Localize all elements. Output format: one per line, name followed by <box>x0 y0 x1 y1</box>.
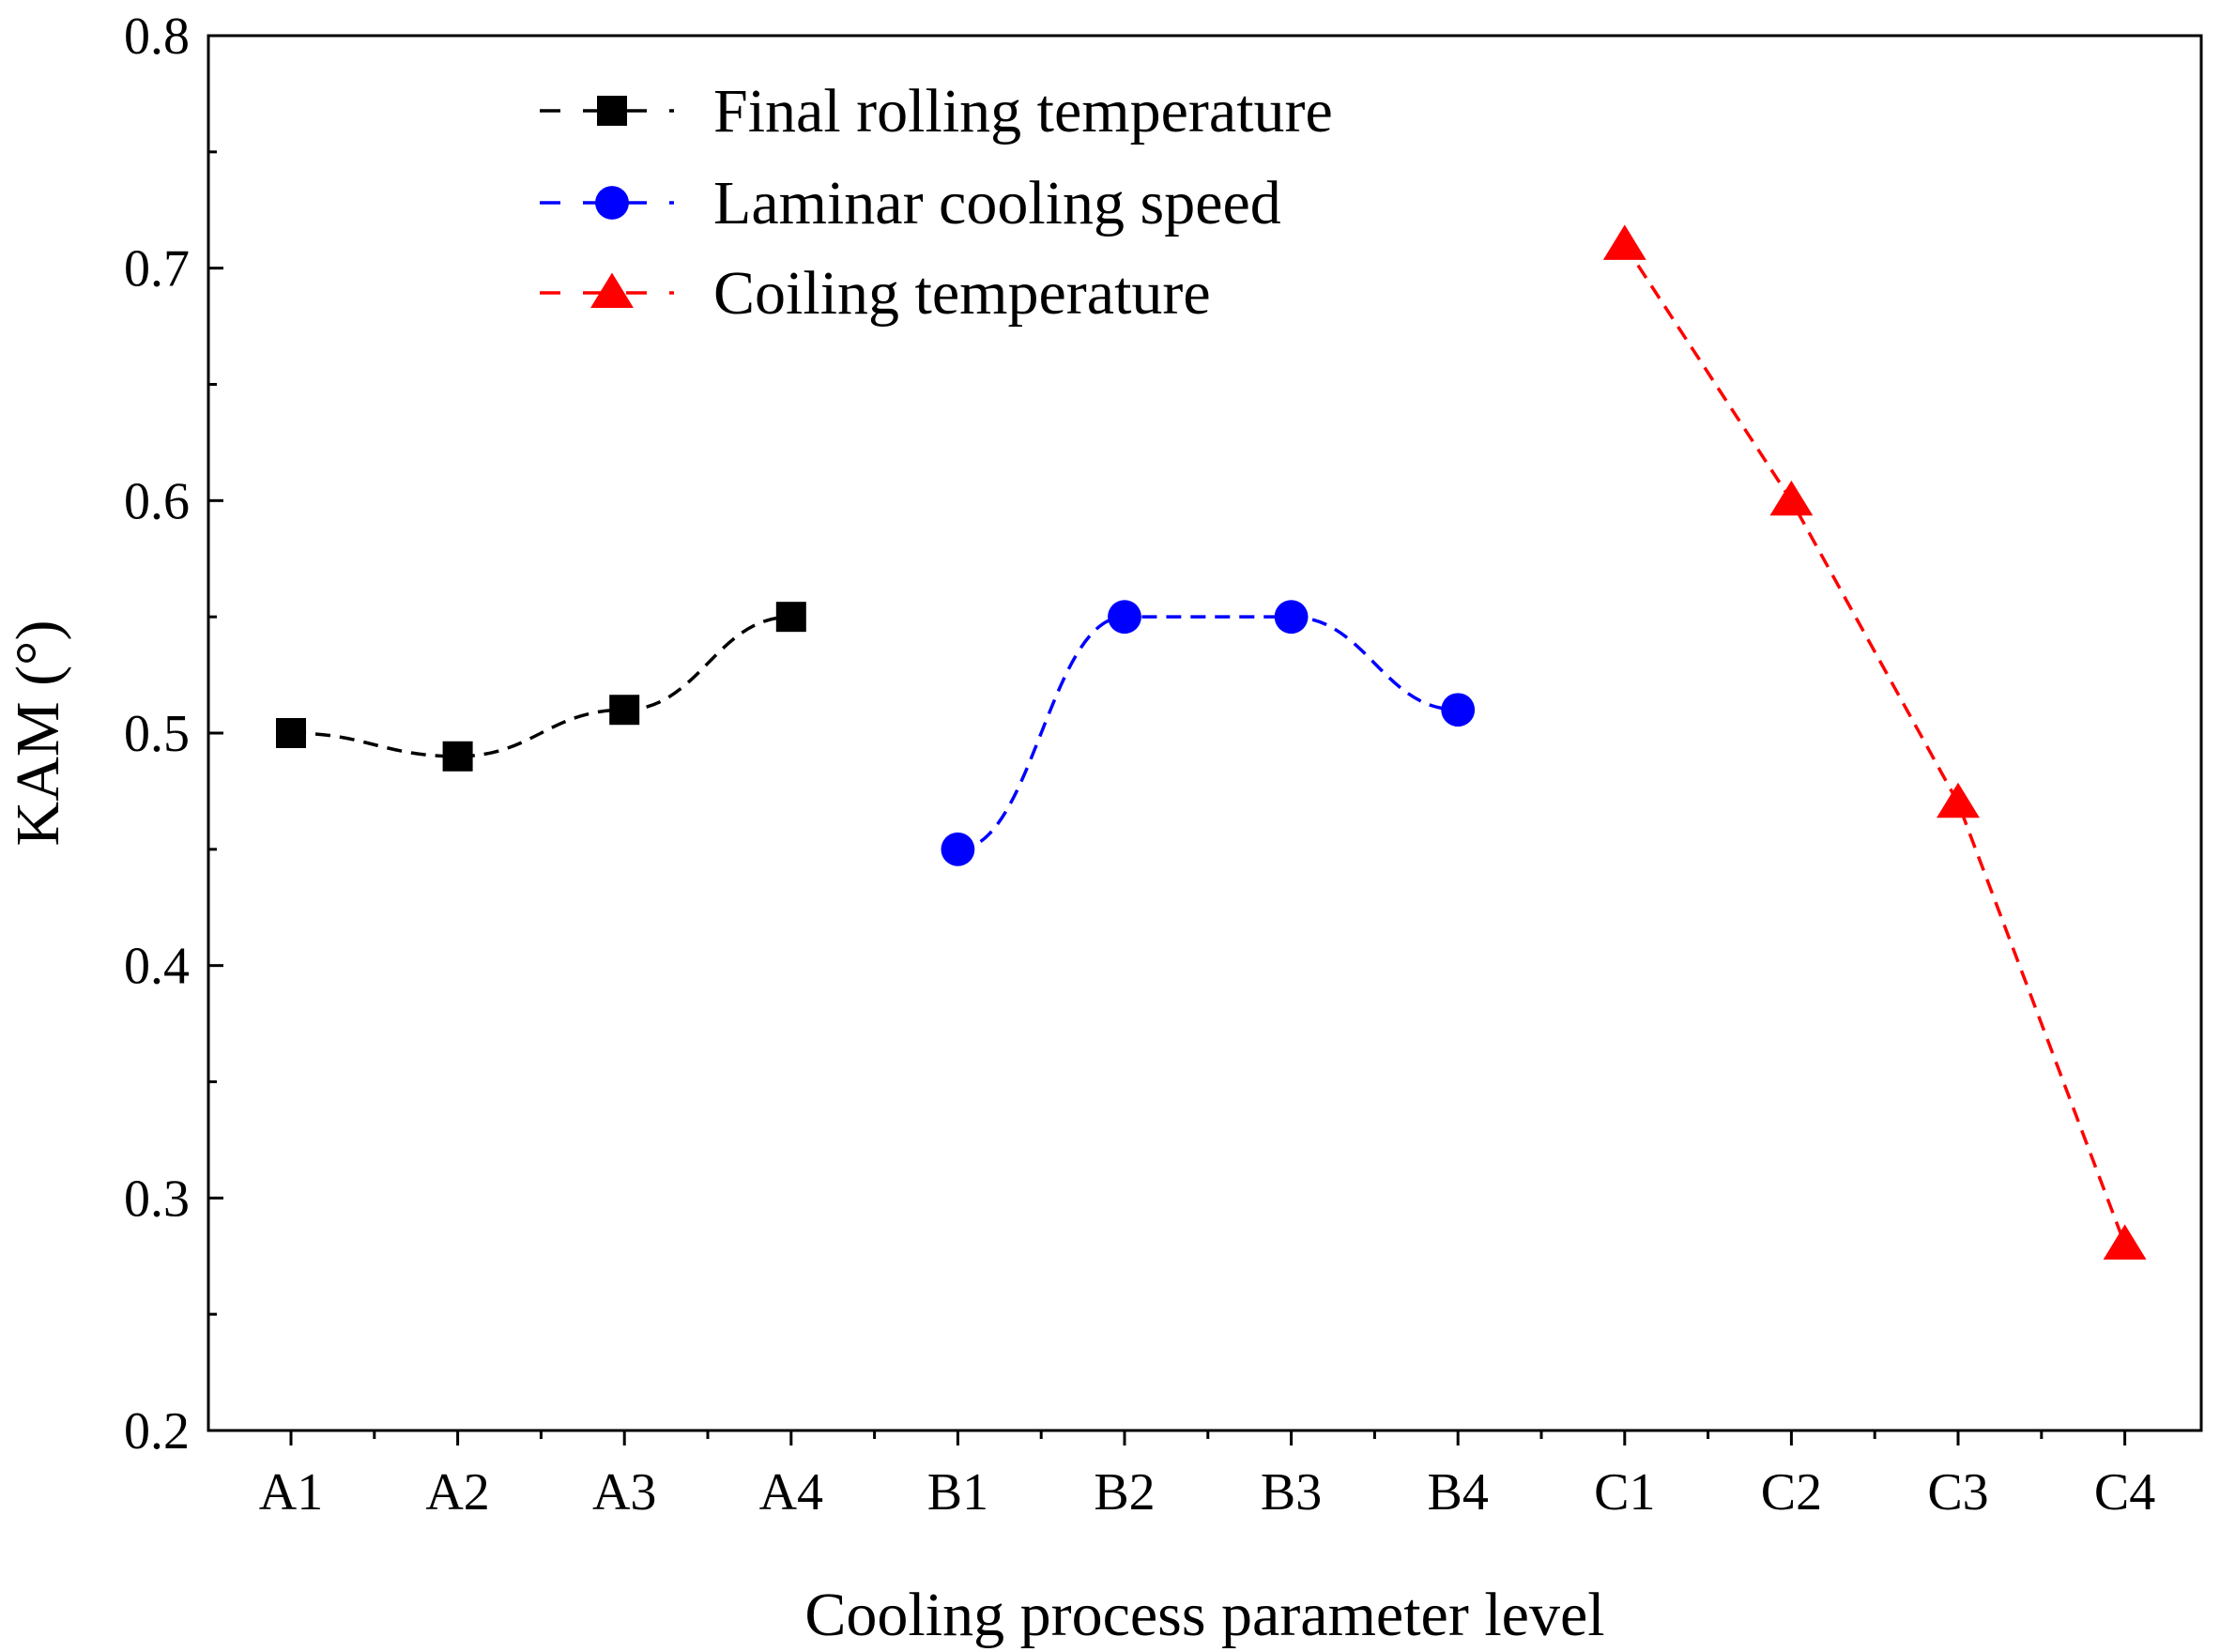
legend-marker <box>595 186 629 220</box>
y-tick-label: 0.2 <box>124 1402 190 1461</box>
x-tick-label: B3 <box>1261 1463 1322 1522</box>
legend-item: Laminar cooling speed <box>540 169 1281 237</box>
y-tick-label: 0.7 <box>124 240 190 298</box>
series-coiling-temperature <box>1602 224 2147 1260</box>
data-point <box>775 602 806 633</box>
data-point <box>1937 782 1980 818</box>
x-axis-title: Cooling process parameter level <box>804 1581 1604 1649</box>
x-tick-label: C4 <box>2094 1463 2155 1522</box>
data-point <box>442 741 473 772</box>
series-line <box>1623 243 2127 1246</box>
series-laminar-cooling-speed <box>941 600 1476 866</box>
x-tick-label: A3 <box>592 1463 656 1522</box>
legend-label: Coiling temperature <box>713 259 1211 328</box>
legend-marker <box>597 96 627 126</box>
legend-marker <box>590 272 634 308</box>
y-tick-label: 0.8 <box>124 8 190 66</box>
legend-item: Final rolling temperature <box>540 77 1333 145</box>
y-tick-label: 0.4 <box>124 938 190 996</box>
legend-label: Final rolling temperature <box>713 77 1333 145</box>
plot-border <box>207 34 2203 1432</box>
x-tick-label: C3 <box>1927 1463 1988 1522</box>
x-axis: A1 A2 A3 A4 B1 B2 B3 B4 C1 C2 C3 C4 <box>259 1430 2155 1522</box>
series-line <box>957 615 1459 851</box>
series-layer <box>276 224 2147 1260</box>
data-point <box>1274 600 1309 635</box>
x-tick-label: B1 <box>927 1463 988 1522</box>
x-tick-label: B2 <box>1094 1463 1155 1522</box>
y-tick-label: 0.5 <box>124 705 190 763</box>
plot-area <box>207 34 2203 1432</box>
data-point <box>1108 600 1141 635</box>
data-point <box>1602 224 1646 260</box>
data-point <box>1441 693 1476 727</box>
y-tick-label: 0.6 <box>124 472 190 530</box>
data-point <box>1769 480 1814 516</box>
x-tick-label: A1 <box>259 1463 323 1522</box>
y-tick-label: 0.3 <box>124 1170 190 1228</box>
legend-item: Coiling temperature <box>540 259 1211 328</box>
data-point <box>941 832 975 866</box>
data-point <box>609 695 640 726</box>
data-point <box>276 718 306 748</box>
legend: Final rolling temperature Laminar cooling… <box>540 77 1333 328</box>
legend-label: Laminar cooling speed <box>713 169 1281 237</box>
x-tick-label: C1 <box>1594 1463 1655 1522</box>
data-point <box>2103 1224 2147 1260</box>
x-tick-label: B4 <box>1428 1463 1489 1522</box>
y-axis-title: KAM (°) <box>4 620 72 847</box>
y-axis: 0.2 0.3 0.4 0.5 0.6 0.7 0.8 <box>124 8 223 1461</box>
x-tick-label: A4 <box>759 1463 823 1522</box>
x-tick-label: A2 <box>425 1463 489 1522</box>
x-tick-label: C2 <box>1761 1463 1822 1522</box>
series-final-rolling-temperature <box>276 602 806 772</box>
series-line <box>290 615 791 758</box>
